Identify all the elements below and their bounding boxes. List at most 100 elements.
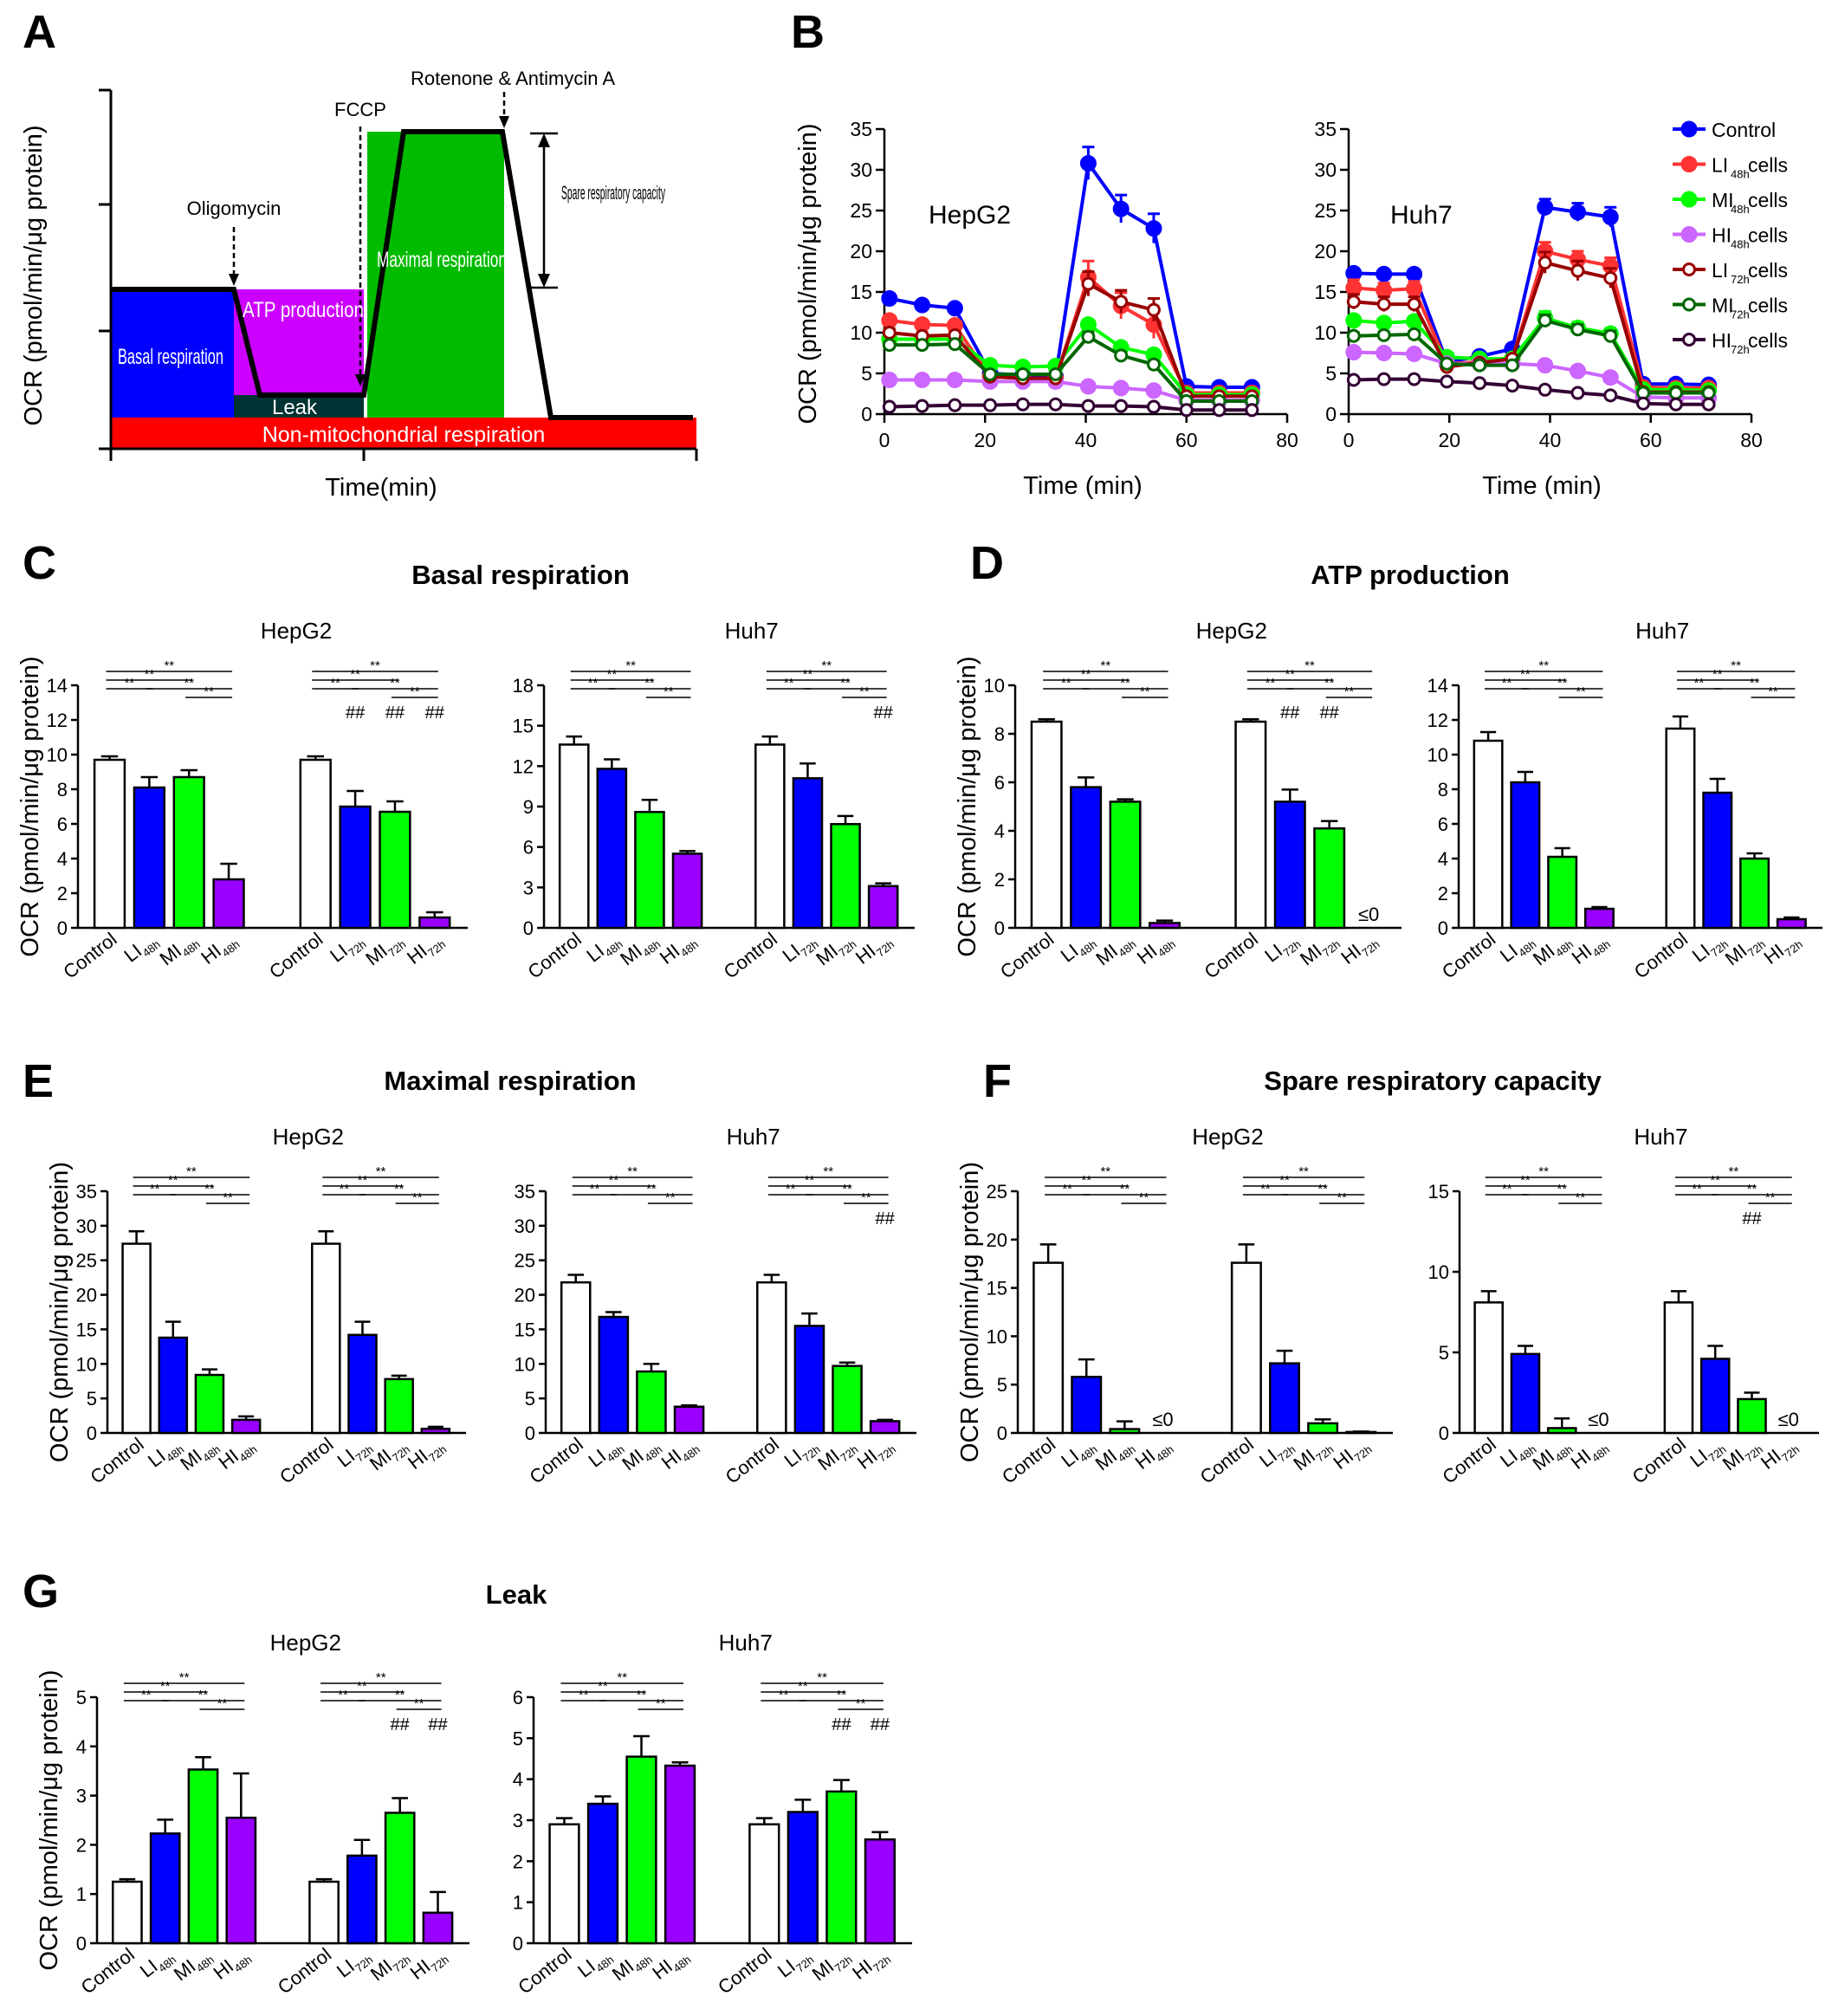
legend-label-subscript: 48h — [1731, 203, 1750, 216]
x-tick-label: LI48h — [1057, 928, 1099, 969]
significance-mark: ** — [803, 667, 813, 682]
significance-mark: ** — [1304, 658, 1315, 673]
data-point — [1407, 372, 1421, 386]
legend-label: MI — [1712, 295, 1734, 317]
data-point — [1505, 358, 1519, 373]
legend-marker — [1682, 333, 1696, 347]
bar-hi48h — [664, 1764, 696, 1945]
data-point — [1603, 271, 1618, 286]
significance-mark: ** — [376, 1164, 386, 1179]
data-point — [1114, 348, 1129, 363]
legend-label-subscript: 72h — [1731, 273, 1750, 286]
data-point — [948, 337, 962, 352]
bar-mi72h — [830, 822, 861, 930]
line-chart-huh7: 0 5 10 15 20 25 30 35 0 20 40 60 80 — [1314, 118, 1762, 451]
legend-marker — [1682, 297, 1696, 312]
bar-hi48h — [673, 1405, 705, 1435]
bar-mi48h — [1546, 1427, 1577, 1435]
data-point — [1345, 312, 1363, 329]
bar-control — [748, 1823, 780, 1945]
y-tick-label: 0 — [87, 1423, 97, 1444]
significance-mark: ** — [168, 1173, 178, 1188]
x-tick-label: HI72h — [403, 928, 448, 971]
data-point — [1376, 297, 1391, 312]
data-point — [914, 372, 931, 389]
y-tick-label: 10 — [1427, 744, 1448, 766]
x-tick-label: HI48h — [1567, 1433, 1612, 1476]
x-tick-label: Control — [59, 928, 120, 982]
data-point — [1537, 382, 1552, 397]
x-tick-label: Control — [1628, 1433, 1690, 1488]
x-tick-label: LI48h — [573, 1943, 616, 1985]
legend-marker — [1682, 263, 1696, 276]
y-tick-label: 10 — [984, 675, 1005, 697]
bar-li72h — [793, 1325, 825, 1435]
label-basal: Basal respiration — [118, 345, 223, 369]
legend-label: LI — [1712, 259, 1728, 282]
series-line — [889, 159, 1253, 389]
y-tick-label: 12 — [513, 755, 534, 777]
series-mi72h-cells — [1346, 313, 1716, 400]
legend-item-hi72h: HI 72h cells — [1673, 329, 1788, 356]
x-tick-label-main: MI — [361, 940, 392, 970]
y-tick-label: 4 — [57, 848, 68, 870]
significance-mark: ** — [786, 1182, 796, 1196]
label-fccp: FCCP — [334, 99, 386, 120]
y-tick-label: 20 — [987, 1229, 1007, 1251]
x-tick-label-main: HI — [848, 1955, 877, 1984]
bar-mi48h — [194, 1373, 225, 1435]
data-point — [946, 372, 963, 389]
x-tick-label-main: HI — [1329, 1445, 1357, 1474]
bar-mi48h — [634, 810, 665, 930]
label-spare: Spare respiratory capacity — [561, 182, 665, 204]
significance-mark: ** — [1502, 1182, 1512, 1196]
subplot-title: HepG2 — [270, 1630, 341, 1656]
significance-mark: ** — [204, 1182, 215, 1196]
x-tick-label: 0 — [1343, 429, 1355, 451]
x-tick-label-main: HI — [403, 940, 431, 969]
data-point — [1569, 204, 1586, 221]
significance-mark: ** — [1100, 1164, 1110, 1179]
data-point — [1406, 345, 1423, 362]
y-tick-label: 30 — [515, 1215, 535, 1237]
y-tick-label: 15 — [987, 1278, 1007, 1300]
y-tick-label: 10 — [1428, 1261, 1449, 1283]
x-tick-label-main: HI — [1133, 940, 1162, 969]
y-tick-label: 10 — [76, 1353, 97, 1375]
y-tick-label: 5 — [513, 1728, 523, 1749]
x-tick-label: Control — [720, 928, 781, 982]
significance-mark: ** — [160, 1679, 171, 1694]
significance-mark: ** — [1765, 1190, 1776, 1205]
data-point — [882, 338, 897, 353]
y-tick-label: 5 — [87, 1388, 97, 1410]
legend-label-suffix: cells — [1748, 259, 1788, 282]
y-tick-label: 6 — [994, 772, 1005, 794]
x-tick-label: 80 — [1276, 429, 1298, 451]
x-tick-label: LI72h — [333, 1943, 375, 1985]
legend-label-suffix: cells — [1748, 154, 1788, 177]
significance-mark: ** — [1140, 684, 1150, 699]
data-point — [1603, 388, 1618, 403]
bar-control — [1663, 1301, 1694, 1435]
y-tick-label: 0 — [1439, 1423, 1449, 1444]
data-point — [1570, 386, 1585, 400]
series-hi48h-cells — [1345, 344, 1718, 406]
panel-letter-f: F — [983, 1055, 1012, 1107]
spare-arrowhead — [538, 133, 550, 147]
panel-b-xlabel-huh7: Time (min) — [1482, 472, 1601, 500]
significance-mark: ** — [861, 1190, 871, 1205]
y-tick-label: 6 — [1438, 814, 1448, 835]
x-tick-label: HI72h — [851, 928, 897, 971]
x-tick-label: LI48h — [1496, 928, 1538, 969]
y-tick-label: 0 — [525, 1423, 535, 1444]
significance-mark: ** — [1520, 667, 1531, 682]
significance-mark: ** — [805, 1173, 815, 1188]
x-tick-label: HI72h — [1760, 928, 1805, 971]
bar-li72h — [787, 1811, 819, 1945]
data-point — [1473, 376, 1487, 391]
significance-mark: ** — [204, 684, 214, 699]
bar-control — [756, 1280, 787, 1435]
bar-chart-atp-hepg2: HepG2 OCR (pmol/min/μg protein) 0 2 4 6 8 10 Con… — [954, 618, 1402, 983]
line-chart-hepg2: 0 5 10 15 20 25 30 35 0 20 40 60 80 — [850, 118, 1298, 451]
y-tick-label: 8 — [1438, 779, 1448, 801]
